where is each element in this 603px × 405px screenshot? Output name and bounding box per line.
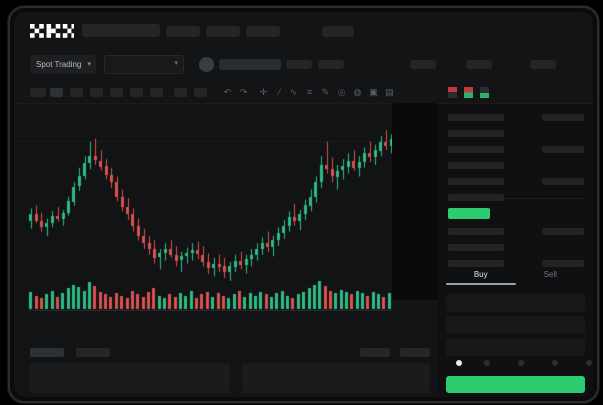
orderbook-row[interactable] [542,146,584,153]
tab-buy[interactable]: Buy [473,270,488,279]
fib-icon[interactable]: ≡ [306,87,313,97]
orderbook-row[interactable] [448,244,504,251]
orderbook-bids-icon[interactable] [480,87,489,98]
pagination-dot-4[interactable] [552,360,558,366]
trading-mode-select[interactable]: Spot Trading ▾ [30,55,96,74]
orderbook-row[interactable] [448,260,504,267]
orderbook-row[interactable] [448,178,504,185]
crosshair-icon[interactable]: ✛ [259,87,268,97]
interval-button-9[interactable] [194,88,207,97]
nav-item-3[interactable] [246,26,280,37]
pagination-dot-2[interactable] [484,360,490,366]
magnet-icon[interactable]: ◎ [337,87,346,97]
interval-button-6[interactable] [130,88,143,97]
chart-footer-tab-right-2[interactable] [400,348,430,357]
submit-order-button[interactable] [446,376,585,393]
okx-logo-icon[interactable] [30,24,74,38]
price-chart[interactable] [14,103,438,365]
candlestick-canvas [14,103,438,365]
orderbook-all-icon[interactable] [448,87,457,98]
tab-sell[interactable]: Sell [543,270,557,279]
redo-icon[interactable]: ↷ [239,87,248,97]
trading-mode-label: Spot Trading [36,60,82,69]
brush-icon[interactable]: ✎ [321,87,330,97]
orderbook-row[interactable] [448,194,504,201]
interval-button-4[interactable] [90,88,103,97]
order-sidebar: Buy Sell [438,82,593,397]
orderbook-asks-icon[interactable] [464,87,473,98]
nav-item-4[interactable] [322,26,354,37]
nav-item-2[interactable] [206,26,240,37]
orderbook-row[interactable] [448,130,504,137]
app-screen: Spot Trading ▾ ▾ ↶ ↷ [14,12,593,397]
trade-context-bar: Spot Trading ▾ ▾ [14,48,593,82]
stat-1 [286,60,312,69]
search-input[interactable] [82,24,160,37]
orderbook-row[interactable] [542,178,584,185]
orderbook-row[interactable] [448,162,504,169]
chart-footer-tab-1[interactable] [30,348,64,357]
interval-button-3[interactable] [70,88,83,97]
tab-underline [446,283,516,285]
nav-item-1[interactable] [166,26,200,37]
orderbook-header [438,82,593,104]
pagination-dot-3[interactable] [518,360,524,366]
orderbook-row[interactable] [448,114,504,121]
orderbook-spread-row [448,208,490,219]
screen-artifact-overlay [392,103,438,300]
pair-label [219,59,281,70]
wave-icon[interactable]: ∿ [289,87,298,97]
chevron-down-icon: ▾ [87,61,91,68]
eye-icon[interactable]: ◍ [353,87,362,97]
undo-icon[interactable]: ↶ [223,87,232,97]
stat-4 [466,60,492,69]
orderbook-row[interactable] [542,228,584,235]
pagination-dot-5[interactable] [586,360,592,366]
interval-button-7[interactable] [150,88,163,97]
orderbook-row[interactable] [448,146,504,153]
order-field-2[interactable] [446,316,585,334]
coin-icon [199,57,214,72]
interval-button-5[interactable] [110,88,123,97]
interval-button-8[interactable] [174,88,187,97]
interval-button-2[interactable] [50,88,63,97]
trash-icon[interactable]: ▤ [385,87,394,97]
stat-5 [530,60,556,69]
chart-footer-tabs [14,345,438,361]
orderbook-row[interactable] [448,228,504,235]
interval-button-1[interactable] [30,88,46,97]
stat-2 [318,60,344,69]
stat-3 [410,60,436,69]
chart-footer-tab-2[interactable] [76,348,110,357]
order-field-1[interactable] [446,294,585,312]
order-form-tabs: Buy Sell [446,268,585,286]
trendline-icon[interactable]: ⁄ [278,87,281,97]
pagination-dots [438,360,593,368]
orderbook-row[interactable] [542,260,584,267]
chevron-down-icon: ▾ [174,60,178,67]
pair-select[interactable]: ▾ [104,55,184,74]
lock-icon[interactable]: ▣ [369,87,378,97]
top-navigation-bar [14,12,593,48]
tablet-device-frame: Spot Trading ▾ ▾ ↶ ↷ [8,6,599,403]
orders-panel-left[interactable] [30,363,230,393]
order-field-3[interactable] [446,338,585,356]
chart-footer-tab-right-1[interactable] [360,348,390,357]
orderbook-row[interactable] [542,114,584,121]
pagination-dot-1[interactable] [456,360,462,366]
orders-panel-right[interactable] [242,363,430,393]
volume-canvas [14,277,438,311]
